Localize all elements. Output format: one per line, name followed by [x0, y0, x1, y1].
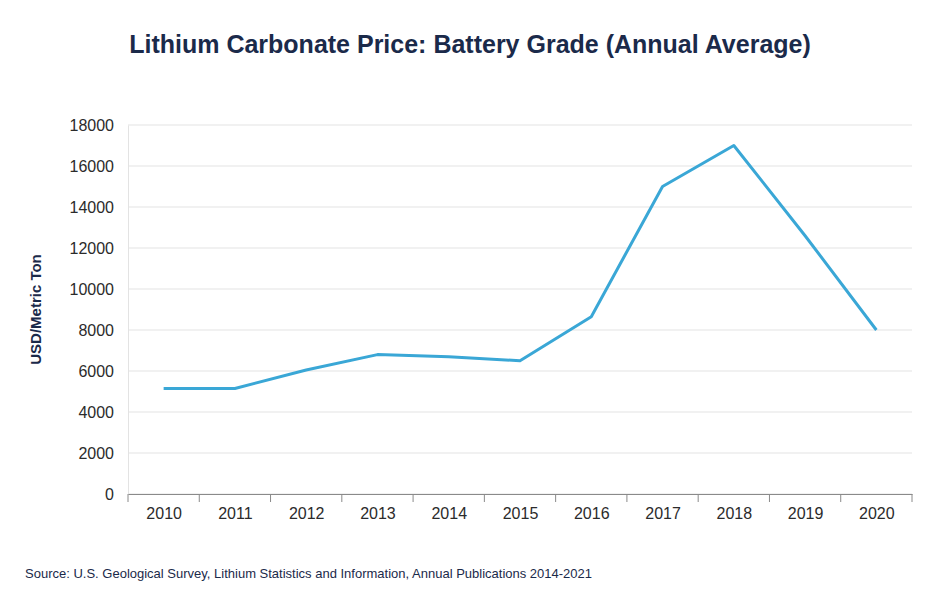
x-separator: [484, 494, 485, 502]
grid-line: [128, 494, 912, 495]
y-tick-label: 12000: [70, 240, 115, 257]
y-axis-line: [128, 126, 129, 495]
y-tick-label: 6000: [78, 363, 114, 380]
x-tick-label: 2016: [574, 505, 610, 522]
y-tick-label: 2000: [78, 445, 114, 462]
x-separator: [626, 494, 627, 502]
x-tick-label: 2015: [503, 505, 539, 522]
x-separator: [128, 494, 129, 502]
x-tick: 2010: [146, 494, 182, 522]
x-tick: 2016: [574, 494, 610, 522]
x-tick-label: 2018: [717, 505, 753, 522]
grid-line: [128, 289, 912, 290]
y-tick: 2000: [78, 445, 128, 462]
grid: [128, 125, 912, 494]
y-tick: 14000: [70, 199, 129, 216]
price-line: [164, 146, 877, 389]
x-separator: [270, 494, 271, 502]
x-tick: 2013: [360, 494, 396, 522]
y-axis-title: USD/Metric Ton: [27, 254, 44, 365]
y-tick: 8000: [78, 322, 128, 339]
x-tick-label: 2011: [218, 505, 253, 522]
y-tick: 10000: [70, 281, 129, 298]
y-tick-label: 0: [105, 486, 114, 503]
y-tick: 0: [105, 486, 128, 503]
x-tick-label: 2019: [788, 505, 824, 522]
y-tick-label: 16000: [70, 158, 115, 175]
x-separator: [413, 494, 414, 502]
x-separator: [199, 494, 200, 502]
x-separator: [341, 494, 342, 502]
x-tick-label: 2010: [146, 505, 182, 522]
x-separators: [128, 494, 912, 502]
source: Source: U.S. Geological Survey, Lithium …: [25, 566, 592, 581]
x-separator: [769, 494, 770, 502]
y-tick-label: 14000: [70, 199, 115, 216]
title: Lithium Carbonate Price: Battery Grade (…: [129, 30, 811, 58]
x-tick: 2015: [503, 494, 539, 522]
grid-line: [128, 371, 912, 372]
y-tick: 18000: [70, 117, 129, 134]
x-tick: 2019: [788, 494, 824, 522]
x-tick-label: 2017: [645, 505, 681, 522]
x-tick: 2017: [645, 494, 681, 522]
y-tick-label: 8000: [78, 322, 114, 339]
grid-line: [128, 207, 912, 208]
grid-line: [128, 453, 912, 454]
y-tick-label: 10000: [70, 281, 115, 298]
chart: Lithium Carbonate Price: Battery Grade (…: [0, 0, 940, 600]
x-tick: 2020: [859, 494, 895, 522]
grid-line: [128, 412, 912, 413]
x-tick-label: 2020: [859, 505, 895, 522]
x-tick-label: 2013: [360, 505, 396, 522]
x-separator: [555, 494, 556, 502]
grid-line: [128, 166, 912, 167]
grid-line: [128, 330, 912, 331]
x-tick: 2014: [431, 494, 467, 522]
y-tick-label: 18000: [70, 117, 115, 134]
y-tick: 6000: [78, 363, 128, 380]
x-tick-label: 2012: [289, 505, 325, 522]
plot-area: [164, 146, 877, 389]
grid-line: [128, 248, 912, 249]
x-separator: [840, 494, 841, 502]
x-axis-line: [129, 494, 913, 495]
grid-line: [128, 125, 912, 126]
x-axis: 2010 2011 2012 2013 2014 2015 2016 2017 2018 2019…: [129, 494, 913, 522]
y-tick: 12000: [70, 240, 129, 257]
x-separator: [698, 494, 699, 502]
x-tick: 2012: [289, 494, 325, 522]
y-tick-label: 4000: [78, 404, 114, 421]
x-tick: 2011: [218, 494, 253, 522]
x-separator: [912, 494, 913, 502]
y-axis: 0 2000 4000 6000 8000 10000 12000 14000 16000 180…: [70, 117, 129, 503]
x-tick: 2018: [717, 494, 753, 522]
y-tick: 4000: [78, 404, 128, 421]
y-tick: 16000: [70, 158, 129, 175]
x-tick-label: 2014: [431, 505, 467, 522]
